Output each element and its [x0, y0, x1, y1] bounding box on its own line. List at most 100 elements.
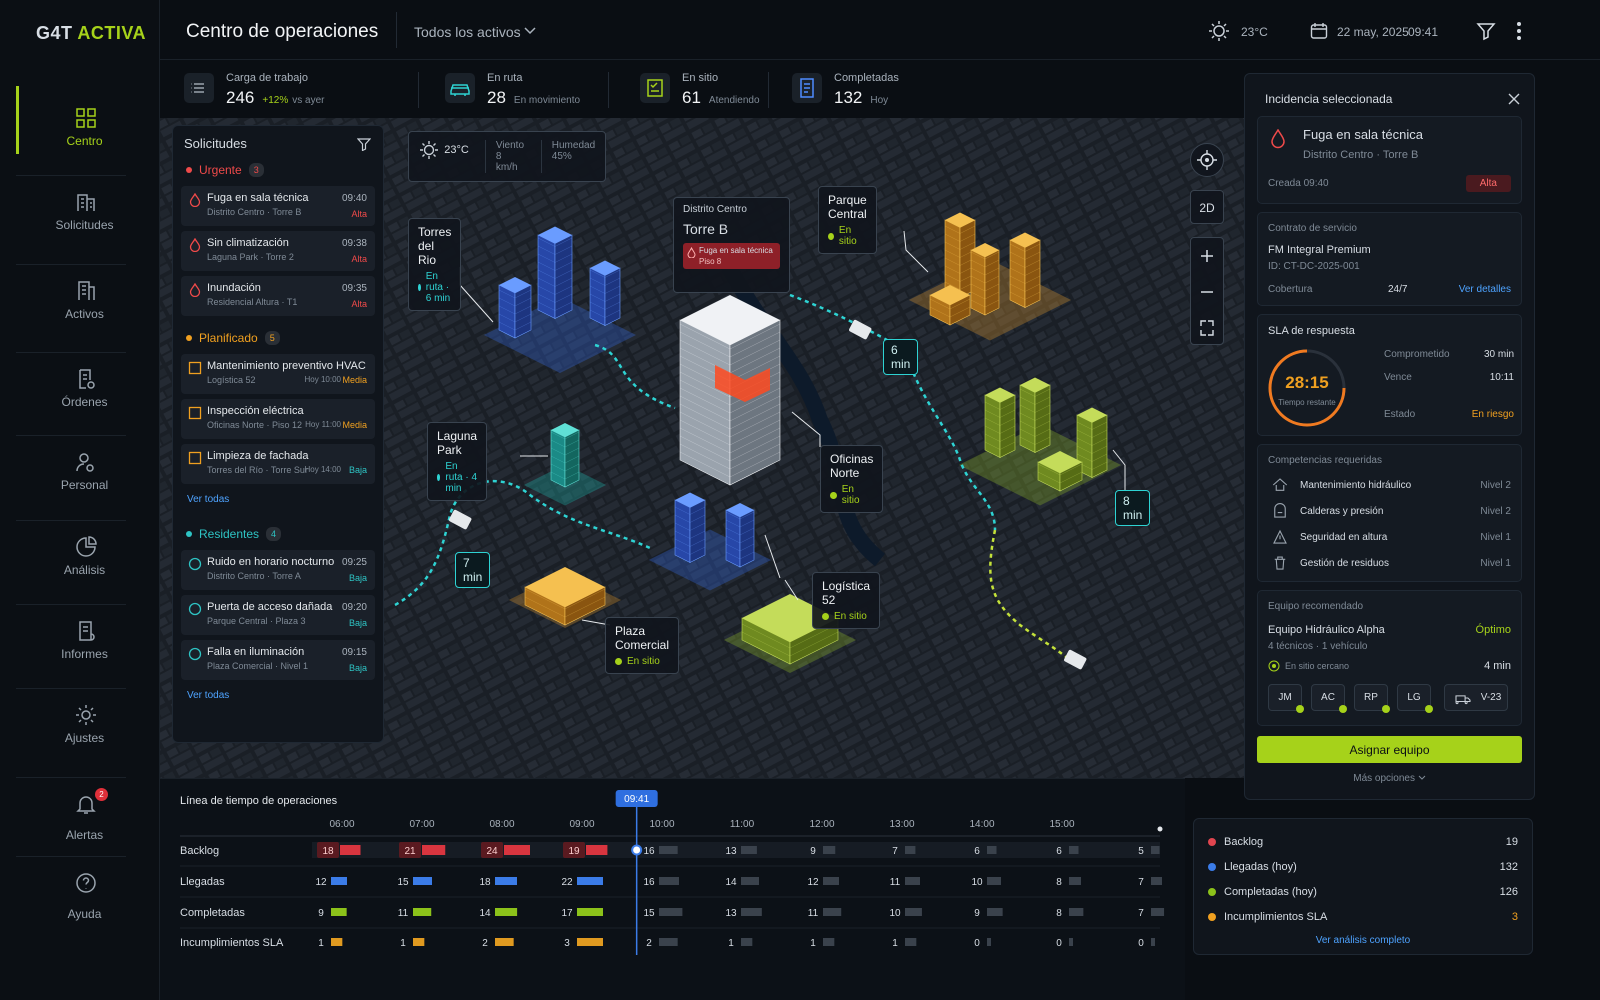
- view-all-link[interactable]: Ver todas: [187, 690, 230, 701]
- building: [550, 423, 580, 488]
- more-button[interactable]: [1514, 21, 1524, 41]
- requests-filter[interactable]: [357, 137, 371, 151]
- asset-filter[interactable]: Todos los activos: [414, 24, 521, 40]
- route: [989, 529, 1076, 666]
- kpi-icon-box: [184, 73, 214, 103]
- close-button[interactable]: [1508, 93, 1520, 105]
- map-label[interactable]: Parque Central En sitio: [818, 186, 877, 254]
- request-card[interactable]: Limpieza de fachada Torres del Río · Torr…: [181, 444, 375, 484]
- team-status-row: En sitio cercano: [1268, 660, 1349, 672]
- skills: Competencias requeridas Mantenimiento hi…: [1257, 444, 1522, 582]
- map-label[interactable]: Plaza Comercial En sitio: [605, 617, 680, 674]
- weather-temp: 23°C: [444, 144, 469, 156]
- nav-item[interactable]: Informes: [16, 604, 126, 676]
- request-card[interactable]: Inundación Residencial Altura · T1 09:35 Al…: [181, 276, 375, 316]
- floor-line: [970, 275, 1000, 284]
- nav-item[interactable]: Solicitudes: [16, 175, 126, 247]
- floor-line: [1019, 404, 1051, 413]
- featured-building[interactable]: Distrito Centro Torre B Fuga en sala téc…: [673, 197, 790, 293]
- building-top: [538, 226, 572, 244]
- map-label[interactable]: Logística 52 En sitio: [812, 572, 881, 629]
- sla-remaining: 28:15: [1285, 373, 1329, 392]
- request-card[interactable]: Fuga en sala técnica Distrito Centro · To…: [181, 186, 375, 226]
- building: [537, 226, 573, 319]
- request-card[interactable]: Puerta de acceso dañada Parque Central · …: [181, 595, 375, 635]
- nav-item[interactable]: Órdenes: [16, 352, 126, 424]
- skill-icon: [1272, 478, 1288, 491]
- status-dot: [418, 284, 421, 291]
- map-label[interactable]: Laguna Park En ruta · 4 min: [427, 422, 488, 501]
- humidity-value: 45%: [551, 151, 572, 162]
- contract-link[interactable]: Ver detalles: [1458, 284, 1511, 295]
- request-card[interactable]: Falla en iluminación Plaza Comercial · Ni…: [181, 640, 375, 680]
- summary-name: Incumplimientos SLA: [1224, 910, 1328, 923]
- floor-line: [970, 283, 1000, 292]
- sla-row: Estado En riesgo: [1384, 409, 1514, 420]
- map-mode-toggle[interactable]: 2D: [1190, 190, 1224, 224]
- map-label-status: En sitio: [830, 484, 873, 506]
- nav-label: Órdenes: [61, 395, 108, 409]
- header: Centro de operaciones Todos los activos …: [160, 0, 1600, 60]
- request-title: Limpieza de fachada: [207, 450, 309, 462]
- floor-line: [524, 588, 606, 610]
- skill-name: Mantenimiento hidráulico: [1300, 479, 1412, 491]
- map-label[interactable]: Oficinas Norte En sitio: [820, 445, 884, 513]
- request-card[interactable]: Mantenimiento preventivo HVAC Logística 5…: [181, 354, 375, 394]
- floor-line: [984, 409, 1016, 418]
- group-header: Urgente 3: [186, 163, 375, 177]
- nav-icon: [76, 108, 96, 128]
- kpi-icon: [647, 79, 663, 97]
- nav-item[interactable]: Ayuda: [16, 856, 126, 928]
- summary-item: Llegadas (hoy): [1208, 861, 1297, 873]
- locate-button[interactable]: [1190, 143, 1224, 177]
- building-right: [1059, 461, 1083, 492]
- nav-label: Centro: [66, 134, 103, 148]
- nav-item[interactable]: Alertas 2: [16, 777, 126, 849]
- floor-line: [679, 331, 781, 358]
- summary-link[interactable]: Ver análisis completo: [1315, 935, 1411, 946]
- zoom-icons[interactable]: [1191, 238, 1223, 344]
- nav-item[interactable]: Centro: [16, 86, 126, 164]
- request-priority: Baja: [348, 465, 367, 475]
- building-left: [589, 267, 606, 326]
- nav-label: Informes: [61, 647, 108, 661]
- floor-line: [537, 261, 573, 271]
- skill-level: Nivel 2: [1480, 505, 1511, 517]
- kpi-icon-box: [445, 73, 475, 103]
- request-card[interactable]: Sin climatización Laguna Park · Torre 2 09…: [181, 231, 375, 271]
- team: Equipo recomendado Equipo Hidráulico Alp…: [1257, 590, 1522, 726]
- building-right: [554, 234, 573, 319]
- view-all-link[interactable]: Ver todas: [187, 494, 230, 505]
- request-place-text: Oficinas Norte · Piso 12: [207, 420, 303, 430]
- request-icon: [189, 238, 201, 252]
- summary-row: Incumplimientos SLA 3: [1208, 904, 1518, 929]
- map-label[interactable]: Torres del Rio En ruta · 6 min: [408, 218, 462, 311]
- vehicle: [849, 319, 872, 340]
- floor-line: [537, 237, 573, 247]
- summary-item: Completadas (hoy): [1208, 886, 1317, 898]
- building-top: [1020, 377, 1050, 393]
- more-options[interactable]: Más opciones: [1245, 773, 1534, 784]
- team-fit: Óptimo: [1475, 624, 1511, 636]
- floor-line: [589, 309, 621, 318]
- kpi-divider: [418, 72, 419, 108]
- kpi-label: En sitio: [682, 72, 719, 84]
- nav-item[interactable]: Personal: [16, 435, 126, 507]
- summary-dot: [1208, 912, 1216, 921]
- floor-line: [970, 251, 1000, 260]
- requests-title: Solicitudes: [184, 136, 247, 151]
- floor-line: [679, 395, 781, 422]
- request-card[interactable]: Inspección eléctrica Oficinas Norte · Pis…: [181, 399, 375, 439]
- request-card[interactable]: Ruido en horario nocturno Distrito Centro…: [181, 550, 375, 590]
- filter-button[interactable]: [1476, 21, 1496, 41]
- kpi-note: vs ayer: [292, 95, 325, 106]
- nav-item[interactable]: Análisis: [16, 520, 126, 592]
- floor-line: [550, 471, 580, 480]
- assign-button[interactable]: Asignar equipo: [1257, 736, 1522, 763]
- team-eta: 4 min: [1484, 660, 1511, 672]
- floor-line: [537, 293, 573, 303]
- kpi-label: Carga de trabajo: [226, 72, 308, 84]
- nav-item[interactable]: Ajustes: [16, 688, 126, 760]
- floor-line: [1009, 267, 1041, 276]
- nav-item[interactable]: Activos: [16, 264, 126, 336]
